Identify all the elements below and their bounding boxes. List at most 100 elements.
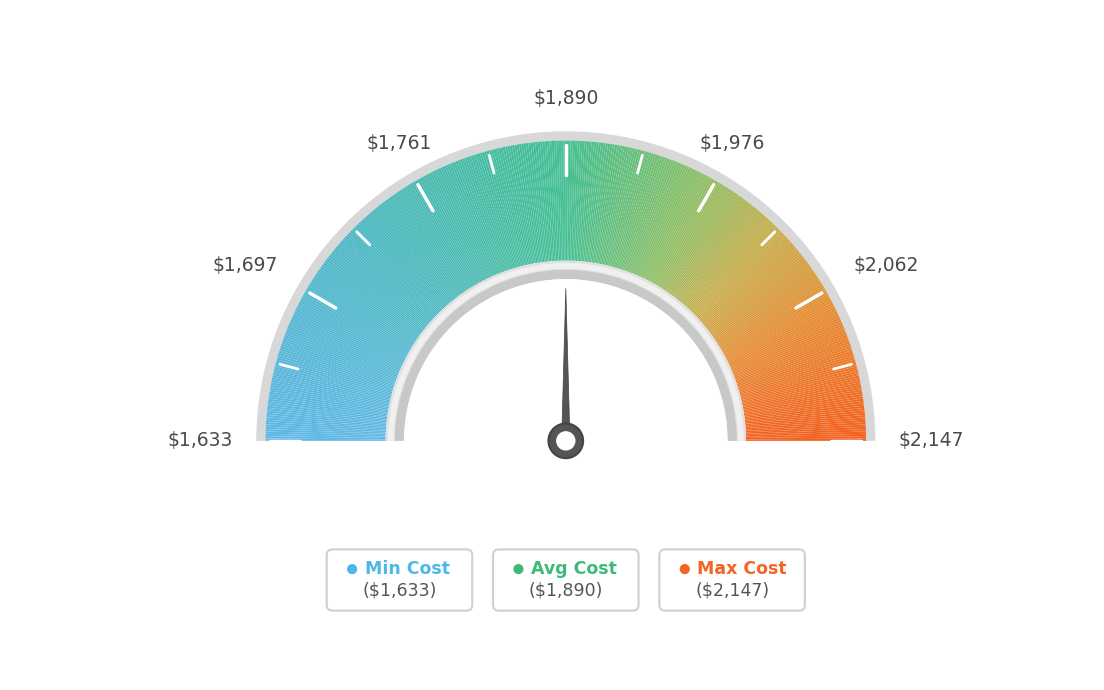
- Wedge shape: [544, 141, 554, 261]
- Wedge shape: [475, 154, 513, 269]
- Text: $1,633: $1,633: [168, 431, 233, 451]
- Wedge shape: [593, 144, 613, 263]
- Wedge shape: [363, 217, 446, 308]
- Wedge shape: [707, 253, 802, 329]
- Wedge shape: [741, 368, 858, 399]
- Wedge shape: [279, 348, 394, 386]
- Wedge shape: [588, 143, 606, 262]
- Wedge shape: [744, 401, 863, 418]
- Wedge shape: [626, 157, 668, 271]
- Wedge shape: [540, 141, 552, 262]
- Wedge shape: [395, 270, 736, 441]
- Wedge shape: [288, 324, 400, 372]
- Wedge shape: [546, 141, 556, 261]
- Wedge shape: [267, 406, 386, 421]
- Wedge shape: [742, 377, 860, 404]
- Wedge shape: [272, 380, 390, 406]
- Wedge shape: [597, 145, 619, 264]
- Wedge shape: [470, 155, 510, 270]
- Wedge shape: [308, 284, 412, 348]
- Wedge shape: [342, 239, 433, 321]
- Wedge shape: [582, 141, 594, 262]
- Wedge shape: [267, 411, 386, 424]
- Wedge shape: [598, 146, 622, 264]
- Circle shape: [556, 431, 575, 451]
- Wedge shape: [320, 266, 420, 337]
- Wedge shape: [659, 184, 723, 287]
- Wedge shape: [698, 237, 788, 319]
- Wedge shape: [443, 166, 493, 277]
- Text: Max Cost: Max Cost: [698, 560, 787, 578]
- Wedge shape: [594, 144, 615, 263]
- Wedge shape: [265, 436, 385, 440]
- Text: $1,890: $1,890: [533, 89, 598, 108]
- Wedge shape: [740, 359, 856, 393]
- Wedge shape: [736, 344, 851, 384]
- Wedge shape: [583, 142, 596, 262]
- Wedge shape: [661, 186, 726, 288]
- Wedge shape: [743, 391, 862, 413]
- Text: ($2,147): ($2,147): [696, 582, 769, 600]
- Wedge shape: [618, 154, 657, 269]
- Wedge shape: [349, 232, 436, 317]
- Wedge shape: [678, 205, 754, 300]
- Wedge shape: [745, 415, 866, 426]
- Wedge shape: [730, 317, 840, 368]
- Wedge shape: [556, 141, 562, 261]
- Wedge shape: [464, 157, 506, 271]
- Wedge shape: [293, 315, 402, 366]
- Wedge shape: [502, 147, 529, 265]
- Wedge shape: [697, 234, 785, 317]
- Wedge shape: [745, 406, 864, 421]
- Wedge shape: [485, 151, 518, 268]
- Wedge shape: [315, 274, 416, 342]
- Text: Min Cost: Min Cost: [364, 560, 449, 578]
- Wedge shape: [584, 142, 598, 262]
- Wedge shape: [279, 351, 394, 388]
- Wedge shape: [565, 141, 569, 261]
- Wedge shape: [284, 335, 397, 379]
- Wedge shape: [559, 141, 563, 261]
- Wedge shape: [689, 222, 773, 310]
- Wedge shape: [733, 328, 845, 375]
- Wedge shape: [683, 214, 764, 306]
- Wedge shape: [729, 311, 838, 364]
- Wedge shape: [507, 146, 532, 264]
- Wedge shape: [291, 317, 402, 368]
- Wedge shape: [730, 315, 839, 366]
- Wedge shape: [554, 141, 560, 261]
- Wedge shape: [732, 324, 843, 372]
- Wedge shape: [550, 141, 558, 261]
- Wedge shape: [649, 175, 707, 282]
- Wedge shape: [374, 208, 452, 302]
- Wedge shape: [635, 164, 683, 275]
- Wedge shape: [487, 150, 520, 267]
- Wedge shape: [427, 173, 484, 281]
- Wedge shape: [403, 187, 469, 290]
- Wedge shape: [491, 150, 522, 266]
- Wedge shape: [673, 201, 749, 297]
- Wedge shape: [614, 151, 647, 268]
- Wedge shape: [687, 219, 769, 308]
- Wedge shape: [570, 141, 575, 261]
- Wedge shape: [407, 185, 471, 288]
- Wedge shape: [535, 142, 549, 262]
- Text: ($1,633): ($1,633): [362, 582, 437, 600]
- Wedge shape: [734, 333, 847, 377]
- FancyBboxPatch shape: [327, 549, 473, 611]
- Wedge shape: [682, 213, 763, 305]
- Wedge shape: [521, 144, 541, 263]
- Wedge shape: [339, 242, 431, 323]
- Wedge shape: [719, 282, 821, 346]
- Wedge shape: [450, 163, 498, 275]
- Wedge shape: [404, 279, 728, 441]
- Wedge shape: [742, 380, 860, 406]
- Wedge shape: [701, 242, 793, 323]
- Wedge shape: [268, 396, 388, 415]
- Wedge shape: [270, 384, 389, 408]
- Wedge shape: [735, 339, 849, 381]
- Wedge shape: [739, 357, 854, 392]
- Wedge shape: [682, 211, 761, 304]
- Wedge shape: [269, 389, 389, 411]
- Wedge shape: [277, 355, 393, 391]
